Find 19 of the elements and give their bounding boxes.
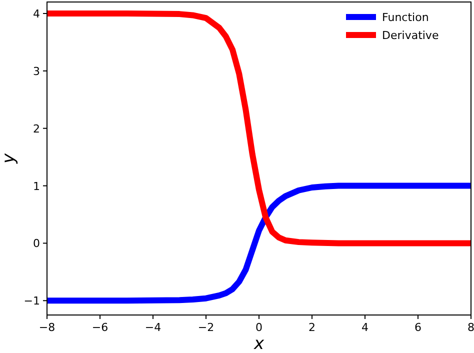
y-tick-label: 0 <box>33 237 40 250</box>
legend-label: Derivative <box>382 29 439 42</box>
x-tick-label: −4 <box>144 321 162 334</box>
x-tick-label: −6 <box>92 321 108 334</box>
y-axis-title: y <box>0 152 19 165</box>
legend-label: Function <box>382 11 429 24</box>
x-tick-label: 8 <box>468 321 474 334</box>
y-tick-label: −1 <box>24 294 40 308</box>
x-tick-label: 4 <box>362 321 368 334</box>
x-axis-title: x <box>252 334 265 353</box>
x-tick-label: 0 <box>256 321 262 334</box>
y-tick-label: 3 <box>33 64 40 78</box>
x-tick-label: 6 <box>414 321 422 334</box>
x-tick-label: −8 <box>38 321 56 334</box>
y-tick-label: 2 <box>33 122 40 136</box>
x-tick-label: 2 <box>308 321 316 334</box>
x-tick-label: −2 <box>198 321 214 334</box>
y-tick-label: 1 <box>33 180 40 193</box>
y-tick-label: 4 <box>33 7 40 20</box>
